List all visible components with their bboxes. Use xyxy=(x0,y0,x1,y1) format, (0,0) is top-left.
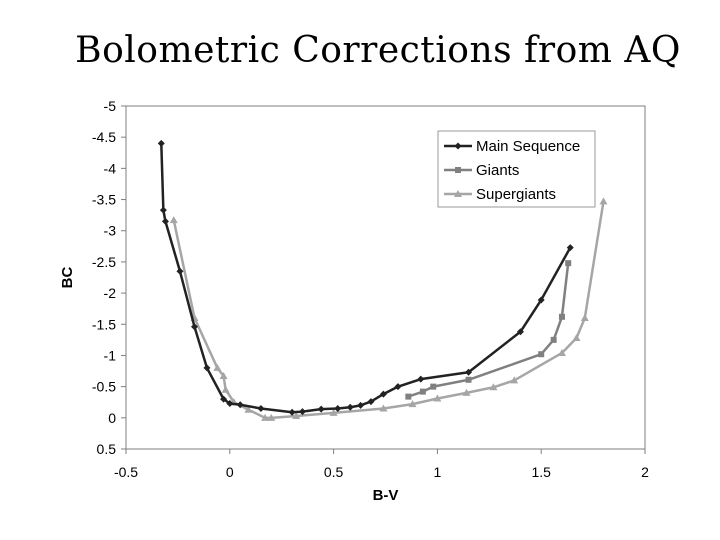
data-point xyxy=(379,390,387,398)
data-point xyxy=(572,333,581,341)
y-tick-label: 0.5 xyxy=(97,441,117,457)
data-point xyxy=(159,206,167,214)
legend: Main Sequence Giants Supergiants xyxy=(437,130,596,208)
x-tick-label: 1.5 xyxy=(531,464,551,480)
data-point xyxy=(367,398,375,406)
data-point xyxy=(244,405,253,413)
y-tick-label: -4.5 xyxy=(92,129,116,145)
data-point xyxy=(433,394,442,402)
data-point xyxy=(394,383,402,391)
data-point xyxy=(288,408,296,416)
x-tick-label: 0 xyxy=(226,464,234,480)
data-point xyxy=(236,401,244,409)
data-point xyxy=(329,408,338,416)
data-point xyxy=(191,323,199,331)
legend-entry-label: Main Sequence xyxy=(476,138,580,155)
data-point xyxy=(465,368,473,376)
data-point xyxy=(334,404,342,412)
x-axis-title: B-V xyxy=(373,487,399,504)
data-point xyxy=(346,403,354,411)
data-point xyxy=(599,197,608,205)
legend-swatch-marker xyxy=(454,190,462,197)
x-tick-label: -0.5 xyxy=(114,464,138,480)
data-point xyxy=(405,393,412,400)
series-giants xyxy=(405,260,572,400)
data-point xyxy=(219,372,228,380)
data-point xyxy=(357,401,365,409)
data-point xyxy=(298,408,306,416)
y-tick-label: -3 xyxy=(104,223,117,239)
series-supergiants xyxy=(169,197,608,421)
y-tick-label: -4 xyxy=(104,160,117,176)
legend-entry-label: Supergiants xyxy=(476,186,556,203)
y-tick-label: -1 xyxy=(104,347,117,363)
data-point xyxy=(221,385,230,393)
legend-swatch-marker xyxy=(455,167,461,173)
series-main-sequence xyxy=(157,139,574,416)
data-point xyxy=(462,388,471,396)
data-point xyxy=(565,260,572,267)
data-point xyxy=(213,363,222,371)
series-line xyxy=(172,201,605,420)
data-point xyxy=(267,413,276,421)
legend-swatch-marker xyxy=(454,142,462,150)
data-point xyxy=(516,328,524,336)
y-tick-label: -0.5 xyxy=(92,379,116,395)
data-point xyxy=(157,139,165,147)
legend-entry-label: Giants xyxy=(476,162,519,179)
data-point xyxy=(558,313,565,320)
data-point xyxy=(379,404,388,412)
slide-title: Bolometric Corrections from AQ xyxy=(75,30,681,71)
y-axis-title: BC xyxy=(59,267,76,289)
data-point xyxy=(408,400,417,408)
data-point xyxy=(550,336,557,343)
y-tick-label: -2.5 xyxy=(92,254,116,270)
x-tick-label: 1 xyxy=(434,464,442,480)
data-point xyxy=(580,314,589,322)
data-point xyxy=(465,376,472,383)
data-point xyxy=(261,413,270,421)
data-point xyxy=(417,375,425,383)
data-point xyxy=(220,395,228,403)
data-point xyxy=(176,267,184,275)
data-point xyxy=(203,364,211,372)
data-point xyxy=(292,411,301,419)
series-line xyxy=(160,143,572,414)
data-point xyxy=(161,217,169,225)
y-tick-label: -1.5 xyxy=(92,316,116,332)
data-point xyxy=(317,405,325,413)
x-tick-label: 0.5 xyxy=(324,464,344,480)
data-point xyxy=(557,348,566,356)
data-point xyxy=(510,376,519,384)
data-point xyxy=(169,216,178,224)
y-tick-label: 0 xyxy=(108,410,116,426)
data-point xyxy=(537,296,545,304)
data-point xyxy=(430,383,437,390)
y-tick-label: -5 xyxy=(104,98,117,114)
plot-area xyxy=(125,105,646,450)
y-tick-label: -3.5 xyxy=(92,192,116,208)
data-point xyxy=(489,383,498,391)
y-tick-label: -2 xyxy=(104,285,117,301)
data-point xyxy=(257,404,265,412)
x-tick-label: 2 xyxy=(641,464,649,480)
data-point xyxy=(538,351,545,358)
data-point xyxy=(226,399,234,407)
data-point xyxy=(566,244,574,252)
data-point xyxy=(419,388,426,395)
